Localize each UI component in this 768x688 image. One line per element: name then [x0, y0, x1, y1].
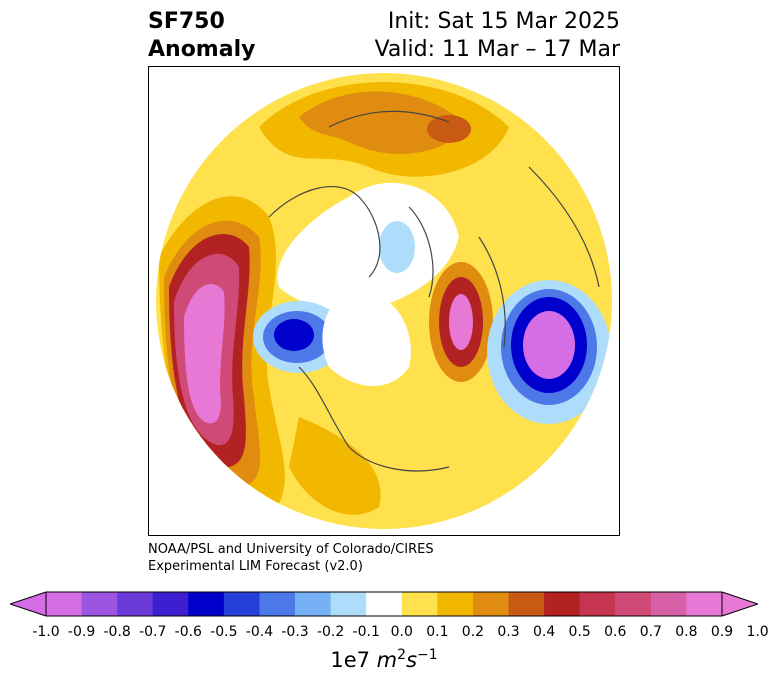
positive-siberia-peak — [449, 294, 473, 350]
colorbar-under-arrow — [10, 592, 46, 616]
colorbar-tick-label: 1.0 — [746, 624, 768, 640]
credit-text: NOAA/PSL and University of Colorado/CIRE… — [148, 541, 434, 575]
colorbar-tick-label: 0.3 — [497, 624, 520, 640]
credit-line-2: Experimental LIM Forecast (v2.0) — [148, 559, 363, 574]
unit-base: 1e7 — [330, 648, 377, 672]
colorbar-tick-label: 0.1 — [426, 624, 449, 640]
negative-east-peak — [523, 311, 575, 379]
colorbar-tick-label: 0.7 — [639, 624, 662, 640]
title-type: Anomaly — [148, 37, 256, 62]
colorbar-cell — [686, 592, 723, 616]
colorbar-cell — [544, 592, 581, 616]
anomaly-field — [156, 73, 612, 529]
colorbar-cell — [366, 592, 403, 616]
colorbar-cell — [401, 592, 438, 616]
colorbar-cells — [46, 592, 723, 616]
unit-m-exp: 2 — [397, 647, 407, 663]
unit-m: m — [376, 648, 398, 672]
colorbar-cell — [615, 592, 652, 616]
colorbar-tick-label: -0.4 — [245, 624, 274, 640]
colorbar-tick-label: -0.2 — [316, 624, 345, 640]
colorbar-tick-label: 0.6 — [604, 624, 627, 640]
colorbar-cell — [579, 592, 616, 616]
colorbar-tick-label: -0.1 — [352, 624, 380, 640]
coastlines — [268, 110, 600, 472]
colorbar-cell — [223, 592, 260, 616]
colorbar-tick-label: 0.4 — [532, 624, 556, 640]
colorbar-tick-label: 0.0 — [390, 624, 413, 640]
unit-s-exp: −1 — [417, 647, 438, 663]
colorbar-tick-label: -0.9 — [67, 624, 96, 640]
credit-line-1: NOAA/PSL and University of Colorado/CIRE… — [148, 542, 434, 557]
colorbar-tick-label: -0.8 — [103, 624, 131, 640]
colorbar-cell — [472, 592, 510, 616]
polar-map — [148, 66, 620, 536]
colorbar-tick-label: -0.3 — [281, 624, 309, 640]
colorbar-cell — [259, 592, 296, 616]
negative-alaska-core — [274, 319, 314, 351]
colorbar-tick-label: -0.7 — [139, 624, 167, 640]
map-title: SF750 Anomaly — [148, 8, 255, 64]
anomaly-map-svg — [156, 73, 612, 529]
colorbar-tick-label: 0.9 — [710, 624, 734, 640]
colorbar-cell — [188, 592, 225, 616]
valid-range: Valid: 11 Mar – 17 Mar — [374, 37, 620, 62]
positive-asia — [409, 427, 513, 519]
colorbar-cell — [330, 592, 367, 616]
colorbar-outline — [45, 591, 723, 617]
map-dates: Init: Sat 15 Mar 2025 Valid: 11 Mar – 17… — [375, 8, 620, 64]
colorbar-over-arrow — [722, 592, 758, 616]
colorbar-cell — [152, 592, 189, 616]
colorbar-cell — [650, 592, 687, 616]
colorbar-cell — [295, 592, 332, 616]
colorbar-tick-label: 0.2 — [461, 624, 485, 640]
colorbar-cell — [46, 592, 83, 616]
colorbar-arrow-outline — [10, 591, 758, 617]
title-variable: SF750 — [148, 9, 225, 34]
neutral-central — [322, 292, 411, 386]
colorbar-tick-label: -0.5 — [210, 624, 238, 640]
positive-core-north — [299, 91, 469, 154]
colorbar-tick-label: -0.6 — [174, 624, 202, 640]
colorbar-tick-label: 0.8 — [675, 624, 698, 640]
positive-pacific-south — [289, 417, 381, 515]
unit-s: s — [406, 648, 418, 672]
colorbar-cell — [81, 592, 118, 616]
negative-arctic — [379, 221, 415, 273]
colorbar — [10, 591, 758, 617]
colorbar-cell — [508, 592, 545, 616]
init-date: Init: Sat 15 Mar 2025 — [387, 9, 620, 34]
colorbar-cell — [437, 592, 474, 616]
colorbar-cell — [117, 592, 154, 616]
colorbar-unit-label: 1e7 m2s−1 — [0, 647, 768, 672]
colorbar-tick-label: -1.0 — [32, 624, 60, 640]
positive-pacific-peak — [184, 284, 225, 424]
neutral-arctic — [277, 182, 459, 311]
colorbar-ticks: -1.0 -0.9 -0.8 -0.7 -0.6 -0.5 -0.4 -0.3 -0.2 -0.1… — [0, 624, 768, 644]
colorbar-tick-label: 0.5 — [568, 624, 591, 640]
positive-peak-north — [427, 115, 471, 143]
